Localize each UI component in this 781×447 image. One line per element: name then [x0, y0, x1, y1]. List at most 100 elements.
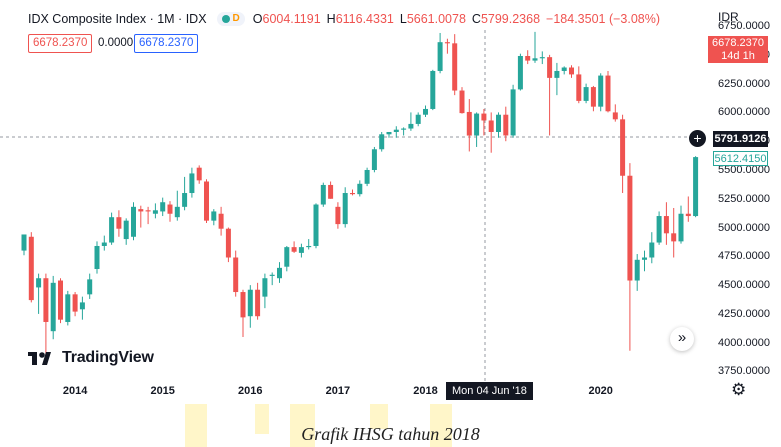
- candle-body: [634, 259, 640, 281]
- buy-price-button[interactable]: 6678.2370: [134, 34, 199, 53]
- candle-body: [444, 42, 450, 44]
- watermark-shape: [255, 404, 269, 434]
- candle-body: [152, 210, 158, 214]
- candle: [371, 146, 377, 173]
- candle-body: [598, 75, 604, 107]
- candle: [671, 207, 677, 258]
- candle: [87, 273, 93, 299]
- candle: [72, 292, 78, 317]
- candle-body: [204, 181, 209, 221]
- last-price-tag: 6678.2370 14d 1h: [708, 36, 768, 63]
- candle: [138, 205, 144, 228]
- candle-body: [539, 57, 545, 59]
- candle: [649, 232, 655, 264]
- candle: [28, 232, 34, 303]
- price-tick-label: 5000.0000: [718, 221, 770, 234]
- candle: [94, 241, 100, 274]
- candle-body: [58, 280, 63, 320]
- candle-body: [225, 228, 231, 258]
- candle: [342, 187, 348, 228]
- candle-body: [262, 278, 268, 297]
- candle-body: [517, 55, 523, 90]
- candle-body: [87, 279, 93, 295]
- tradingview-logo: TradingView: [28, 349, 154, 367]
- candle-body: [72, 294, 78, 312]
- candle: [620, 114, 626, 194]
- watermark-shape: [185, 404, 207, 447]
- candle-body: [240, 292, 246, 318]
- market-status[interactable]: D: [216, 12, 245, 26]
- candle: [131, 202, 136, 241]
- currency-label[interactable]: IDR: [718, 10, 739, 24]
- candle: [357, 180, 363, 197]
- plus-icon[interactable]: +: [689, 130, 706, 147]
- candle: [43, 273, 49, 357]
- candle-body: [116, 217, 122, 229]
- candle: [481, 108, 487, 136]
- gear-icon[interactable]: ⚙: [731, 380, 747, 399]
- candle: [204, 179, 209, 223]
- candle: [554, 62, 560, 96]
- candle: [583, 83, 589, 104]
- watermark-shape: [290, 404, 315, 447]
- candle-body: [678, 213, 684, 242]
- candle: [335, 202, 341, 229]
- candle-body: [94, 245, 100, 270]
- symbol-title[interactable]: IDX Composite Index · 1M · IDX: [28, 12, 207, 26]
- price-tick-label: 6750.0000: [718, 20, 770, 33]
- candle-body: [393, 129, 399, 132]
- candle: [36, 273, 42, 314]
- watermark-shape: [430, 404, 452, 447]
- candle-body: [196, 167, 202, 181]
- price-tick-label: 5250.0000: [718, 192, 770, 205]
- candle: [211, 209, 217, 226]
- chevron-double-right-icon[interactable]: »: [670, 327, 694, 351]
- candle-body: [430, 70, 436, 109]
- candle: [685, 196, 691, 222]
- candle: [328, 181, 334, 199]
- candle-body: [50, 282, 56, 332]
- candle-body: [131, 206, 136, 237]
- candle-body: [576, 74, 582, 101]
- candle: [79, 296, 85, 320]
- candle-body: [496, 114, 501, 132]
- candle: [437, 32, 443, 74]
- candle: [452, 34, 458, 96]
- candle: [306, 239, 312, 250]
- candle-body: [466, 111, 472, 136]
- candle-body: [474, 113, 480, 136]
- candle-body: [123, 220, 129, 240]
- price-change: −184.3501 (−3.08%): [546, 12, 661, 26]
- price-tick-label: 4500.0000: [718, 279, 770, 292]
- candle-body: [320, 184, 326, 205]
- candle: [379, 131, 385, 152]
- candle: [547, 54, 553, 136]
- candle-body: [642, 257, 647, 260]
- candle-body: [218, 213, 224, 229]
- candle-body: [488, 120, 494, 132]
- candle: [262, 273, 268, 309]
- candle: [627, 163, 633, 351]
- candle: [152, 203, 158, 219]
- candle: [634, 254, 640, 291]
- candle: [401, 127, 407, 136]
- candle-body: [612, 112, 618, 120]
- price-tick-label: 4750.0000: [718, 250, 770, 263]
- candle: [444, 38, 450, 54]
- candle-body: [452, 43, 458, 91]
- candle-body: [649, 242, 655, 258]
- candle: [196, 165, 202, 184]
- candle-body: [79, 302, 85, 310]
- candle-body: [364, 169, 370, 184]
- delayed-badge: D: [232, 13, 240, 24]
- candle-body: [174, 206, 180, 218]
- candle: [474, 112, 480, 147]
- sell-price-button[interactable]: 6678.2370: [28, 34, 93, 53]
- candle-body: [247, 289, 253, 317]
- candle-body: [211, 211, 217, 221]
- candle: [663, 202, 669, 245]
- candle-body: [605, 75, 611, 112]
- candle-body: [386, 131, 392, 135]
- candle-body: [423, 108, 428, 115]
